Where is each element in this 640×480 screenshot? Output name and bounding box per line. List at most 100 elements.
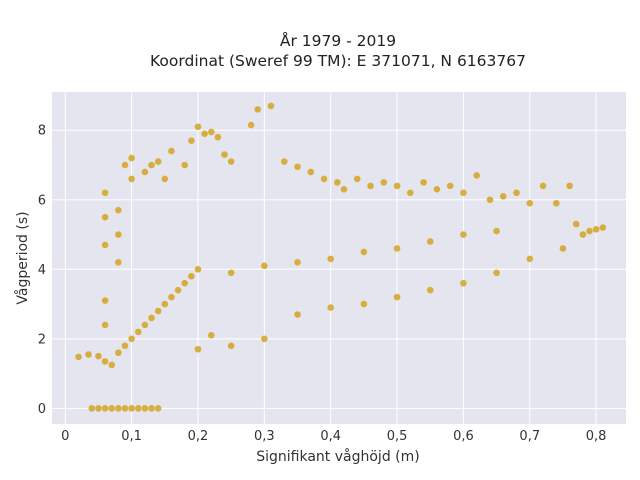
data-point [207, 332, 215, 339]
data-point [121, 161, 129, 169]
x-tick-label: 0,2 [188, 429, 209, 444]
x-tick-label: 0,7 [519, 429, 540, 444]
data-point [95, 405, 102, 412]
data-point [115, 405, 122, 412]
data-point [128, 154, 135, 162]
data-point [327, 304, 335, 311]
data-point [433, 186, 441, 193]
data-point [267, 102, 275, 110]
data-point [134, 328, 142, 336]
x-tick-label: 0,1 [121, 429, 142, 444]
data-point [446, 182, 454, 190]
data-point [148, 161, 155, 169]
data-point [227, 342, 235, 350]
data-point [194, 345, 202, 353]
data-point [367, 182, 374, 190]
data-point [101, 405, 109, 412]
data-point [353, 175, 361, 183]
data-point [188, 272, 195, 280]
y-tick-label: 0 [38, 402, 46, 417]
data-point [101, 358, 109, 365]
data-point [380, 179, 388, 186]
data-point [294, 311, 301, 318]
data-point [115, 206, 122, 214]
data-point [280, 158, 288, 165]
data-point [128, 335, 135, 343]
data-point [420, 179, 427, 186]
chart-subtitle: Koordinat (Sweref 99 TM): E 371071, N 61… [150, 52, 526, 70]
data-point [393, 293, 401, 301]
x-tick-label: 0,5 [387, 429, 408, 444]
y-axis-label: Vågperiod (s) [14, 211, 31, 304]
data-point [473, 172, 480, 179]
data-point [460, 189, 467, 197]
data-point [101, 297, 109, 304]
data-point [128, 405, 135, 412]
x-tick-label: 0,6 [453, 429, 474, 444]
data-point [592, 226, 600, 233]
data-point [207, 128, 215, 136]
data-point [486, 196, 494, 204]
x-tick-label: 0 [61, 429, 69, 444]
data-point [168, 147, 175, 155]
data-point [227, 158, 235, 165]
data-point [407, 189, 414, 197]
data-point [181, 161, 189, 169]
data-point [294, 163, 301, 171]
x-axis-label: Signifikant våghöjd (m) [256, 448, 419, 465]
data-point [539, 182, 547, 190]
data-point [148, 314, 155, 322]
data-point [75, 353, 82, 361]
data-point [101, 241, 109, 249]
data-point [214, 133, 222, 141]
data-point [334, 179, 341, 186]
data-point [254, 106, 262, 113]
data-point [108, 405, 116, 412]
data-point [247, 121, 255, 129]
data-point [426, 286, 434, 294]
data-point [85, 351, 92, 358]
data-point [307, 168, 315, 176]
y-tick-label: 4 [38, 263, 46, 278]
chart-title: År 1979 - 2019 [280, 31, 396, 50]
data-point [426, 238, 434, 245]
data-point [559, 245, 567, 252]
x-tick-labels: 0 0,1 0,2 0,3 0,4 0,5 0,6 0,7 0,8 [61, 429, 606, 444]
data-point [340, 186, 348, 193]
data-point [327, 255, 335, 263]
y-gridlines [52, 129, 626, 409]
data-point [513, 189, 520, 197]
x-tick-label: 0,8 [586, 429, 607, 444]
data-point [460, 279, 467, 287]
data-point [141, 321, 149, 329]
data-point [360, 248, 368, 256]
y-tick-label: 6 [38, 193, 46, 208]
data-point [261, 262, 268, 270]
y-tick-label: 8 [38, 124, 46, 139]
data-point [121, 342, 129, 350]
data-point [121, 405, 129, 412]
data-point [101, 189, 109, 197]
data-point [101, 321, 109, 329]
data-point [128, 175, 135, 183]
data-point [553, 199, 560, 207]
data-point [586, 227, 593, 235]
data-point [141, 405, 149, 412]
data-point [115, 349, 122, 357]
data-point [161, 175, 169, 183]
data-point [493, 227, 500, 235]
data-point [154, 158, 162, 165]
data-point [194, 265, 202, 273]
data-point [148, 405, 155, 412]
x-tick-label: 0,4 [320, 429, 341, 444]
data-point [188, 137, 195, 144]
data-point [134, 405, 142, 412]
data-point [493, 269, 500, 277]
data-point [221, 151, 228, 158]
data-point [194, 123, 202, 131]
y-tick-labels: 0 2 4 6 8 [38, 124, 46, 417]
y-tick-label: 2 [38, 332, 46, 347]
data-point [161, 300, 169, 308]
data-point [174, 286, 182, 294]
